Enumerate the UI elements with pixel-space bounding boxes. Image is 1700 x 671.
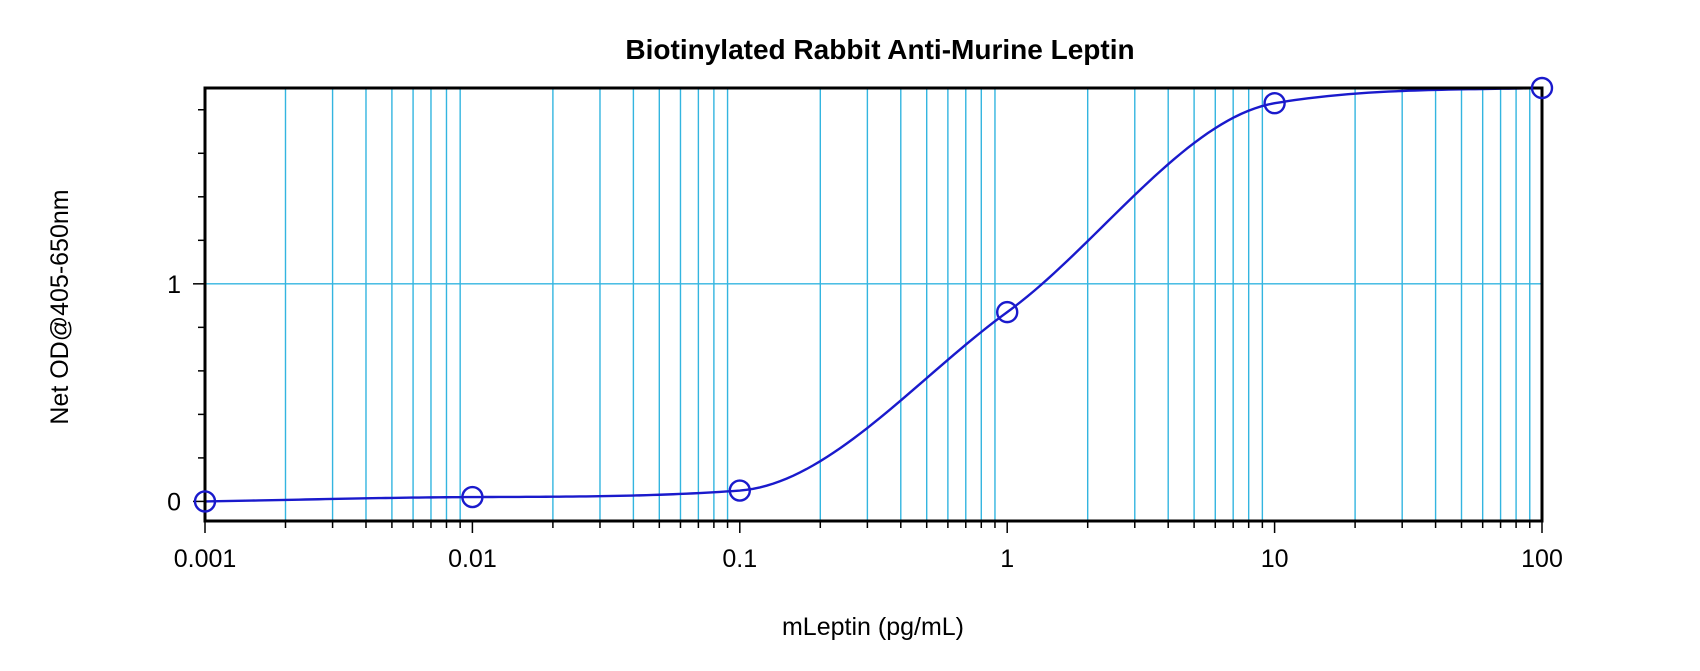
- x-tick-label: 0.001: [174, 545, 237, 573]
- x-tick-label: 1: [1000, 545, 1014, 573]
- grid-lines: [205, 88, 1542, 521]
- y-axis-label: Net OD@405-650nm: [46, 189, 74, 424]
- fit-curve: [204, 86, 1543, 503]
- data-point: [728, 479, 751, 502]
- data-points: [193, 76, 1554, 513]
- x-tick-label: 10: [1261, 545, 1289, 573]
- y-tick-label: 0: [167, 488, 181, 516]
- plot-frame: [203, 86, 1544, 523]
- x-axis-label: mLeptin (pg/mL): [782, 613, 964, 641]
- x-tick-label: 0.1: [722, 545, 757, 573]
- data-point: [461, 485, 484, 509]
- data-point: [996, 300, 1019, 324]
- chart-title: Biotinylated Rabbit Anti-Murine Leptin: [625, 34, 1134, 65]
- data-point: [193, 490, 217, 513]
- x-tick-label: 0.01: [448, 545, 497, 573]
- data-point: [1263, 92, 1286, 115]
- y-tick-label: 1: [167, 271, 181, 299]
- tick-labels: 0.001 0.01 0.1 1 10 100 0 1: [167, 271, 1563, 573]
- data-point: [1530, 76, 1554, 100]
- fit-curve-line: [204, 86, 1543, 503]
- x-tick-label: 100: [1521, 545, 1563, 573]
- axis-ticks: [193, 109, 1543, 533]
